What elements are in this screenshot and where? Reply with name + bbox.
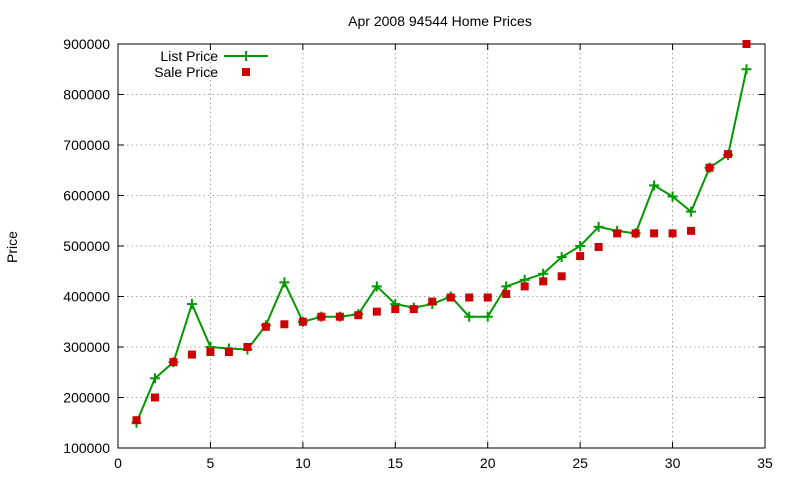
sale-price-point	[298, 317, 307, 326]
y-tick-label: 700000	[63, 137, 110, 153]
x-tick-label: 35	[757, 455, 773, 471]
sale-price-point	[539, 277, 548, 286]
list-price-point	[149, 373, 160, 384]
sale-price-point	[502, 289, 511, 298]
y-tick-label: 800000	[63, 87, 110, 103]
list-price-point	[464, 311, 475, 322]
x-tick-label: 20	[480, 455, 496, 471]
y-tick-label: 500000	[63, 238, 110, 254]
legend-square-swatch	[242, 68, 250, 76]
x-tick-label: 5	[207, 455, 215, 471]
sale-price-point	[169, 358, 178, 367]
sale-price-point	[280, 320, 289, 329]
list-price-line	[135, 69, 748, 424]
x-tick-label: 25	[572, 455, 588, 471]
sale-price-point	[409, 305, 418, 314]
sale-price-point	[206, 348, 215, 357]
sale-price-point	[687, 226, 696, 235]
list-price-point	[575, 241, 586, 251]
x-tick-label: 10	[295, 455, 311, 471]
axis-ticks: 0 5 10 15 20 25 30 35 100000 200000 300000 400000 50…	[63, 36, 773, 471]
sale-price-point	[742, 40, 751, 48]
legend-plus-swatch	[241, 51, 251, 61]
y-tick-label: 400000	[63, 289, 110, 305]
sale-price-point	[668, 229, 677, 238]
y-tick-label: 200000	[63, 390, 110, 406]
list-price-point	[279, 277, 290, 288]
sale-price-point	[224, 348, 233, 357]
sale-price-point	[465, 293, 474, 302]
x-tick-label: 30	[665, 455, 681, 471]
list-price-point	[741, 64, 752, 75]
y-tick-label: 300000	[63, 339, 110, 355]
sale-price-point	[613, 229, 622, 238]
sale-price-point	[446, 293, 455, 302]
sale-price-point	[354, 311, 363, 320]
legend-label: Sale Price	[154, 64, 218, 80]
sale-price-point	[150, 393, 159, 402]
sale-price-point	[243, 343, 252, 351]
y-tick-label: 600000	[63, 188, 110, 204]
y-tick-label: 100000	[63, 440, 110, 456]
sale-price-point	[705, 163, 714, 172]
sale-price-point	[187, 350, 196, 359]
sale-price-point	[576, 252, 585, 261]
list-price-point	[686, 206, 697, 217]
list-price-point	[186, 299, 197, 310]
sale-price-point	[391, 305, 400, 314]
sale-price-point	[520, 282, 529, 291]
list-price-point	[667, 191, 678, 202]
sale-price-point	[261, 322, 270, 331]
sale-price-point	[317, 312, 326, 321]
list-price-point	[482, 311, 493, 322]
sale-price-point	[132, 416, 141, 425]
x-tick-label: 0	[114, 455, 122, 471]
sale-price-point	[483, 293, 492, 302]
sale-price-point	[650, 229, 659, 238]
sale-price-point	[372, 307, 381, 316]
grid-lines	[118, 44, 765, 448]
list-price-point	[556, 252, 567, 263]
list-price-point	[501, 281, 512, 292]
sale-price-point	[724, 150, 733, 159]
y-tick-label: 900000	[63, 36, 110, 52]
list-price-point	[371, 281, 382, 292]
x-tick-label: 15	[387, 455, 403, 471]
list-price-point	[593, 221, 604, 232]
sale-price-point	[428, 297, 437, 306]
sale-price-point	[631, 229, 640, 238]
chart-title: Apr 2008 94544 Home Prices	[348, 13, 532, 29]
list-price-point	[538, 268, 549, 279]
sale-price-point	[557, 272, 566, 281]
sale-price-point	[335, 312, 344, 321]
sale-price-point	[594, 243, 603, 252]
y-axis-label: Price	[4, 231, 20, 263]
legend-label: List Price	[160, 48, 218, 64]
series-layer	[131, 40, 752, 428]
list-price-point	[649, 180, 660, 191]
